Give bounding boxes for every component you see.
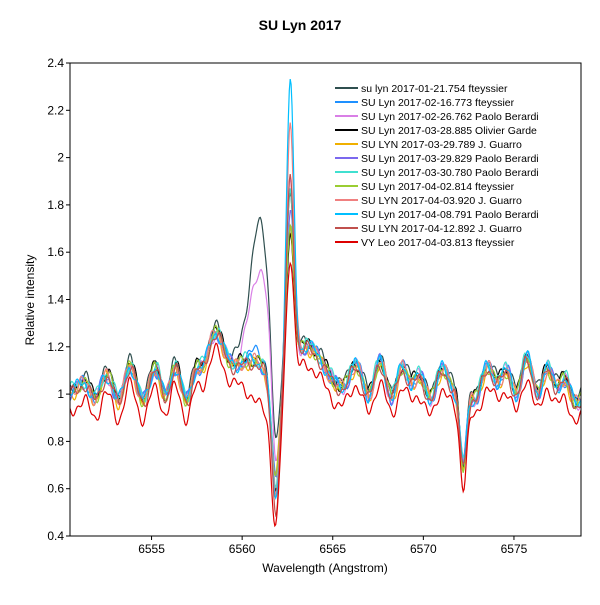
y-tick-label: 1.6 — [47, 245, 64, 259]
legend-label: SU Lyn 2017-04-02.814 fteyssier — [361, 181, 515, 193]
series-line — [69, 261, 582, 528]
y-tick-label: 2.2 — [47, 103, 64, 117]
x-tick-label: 6575 — [501, 542, 528, 556]
y-tick-label: 2 — [57, 151, 64, 165]
x-tick-label: 6565 — [319, 542, 346, 556]
legend-label: SU Lyn 2017-04-08.791 Paolo Berardi — [361, 209, 539, 221]
x-tick-label: 6570 — [410, 542, 437, 556]
y-tick-label: 2.4 — [47, 56, 64, 70]
y-tick-label: 1.8 — [47, 198, 64, 212]
series-line — [69, 225, 582, 478]
y-tick-label: 0.8 — [47, 434, 64, 448]
legend-label: SU Lyn 2017-03-29.829 Paolo Berardi — [361, 153, 539, 165]
x-tick-label: 6555 — [138, 542, 165, 556]
plot-area — [69, 78, 582, 528]
y-tick-label: 1.4 — [47, 293, 64, 307]
legend: su lyn 2017-01-21.754 fteyssier SU Lyn 20… — [335, 83, 539, 249]
legend-label: su lyn 2017-01-21.754 fteyssier — [361, 83, 508, 95]
y-tick-label: 0.4 — [47, 529, 64, 543]
y-tick-label: 1.2 — [47, 340, 64, 354]
legend-label: SU LYN 2017-03-29.789 J. Guarro — [361, 139, 522, 151]
series-line — [69, 192, 582, 469]
legend-label: SU Lyn 2017-02-16.773 fteyssier — [361, 97, 515, 109]
series-line — [69, 122, 582, 498]
series-line — [69, 223, 582, 477]
legend-label: SU LYN 2017-04-03.920 J. Guarro — [361, 195, 522, 207]
chart-title: SU Lyn 2017 — [259, 17, 342, 33]
series-line — [69, 174, 582, 518]
series-line — [69, 226, 582, 476]
y-tick-label: 1 — [57, 387, 64, 401]
y-tick-label: 0.6 — [47, 482, 64, 496]
legend-label: SU Lyn 2017-03-30.780 Paolo Berardi — [361, 167, 539, 179]
x-axis-label: Wavelength (Angstrom) — [262, 561, 388, 575]
y-axis-label: Relative intensity — [23, 255, 37, 346]
legend-label: SU Lyn 2017-03-28.885 Olivier Garde — [361, 125, 537, 137]
series-line — [69, 210, 582, 477]
legend-label: VY Leo 2017-04-03.813 fteyssier — [361, 237, 515, 249]
x-axis: 6555 6560 6565 6570 6575 — [138, 536, 528, 556]
legend-label: SU LYN 2017-04-12.892 J. Guarro — [361, 223, 522, 235]
plot-frame — [69, 62, 582, 537]
x-tick-label: 6560 — [229, 542, 256, 556]
legend-label: SU Lyn 2017-02-26.762 Paolo Berardi — [361, 111, 539, 123]
y-axis: 0.4 0.6 0.8 1 1.2 1.4 1.6 1.8 2 2.2 2.4 — [47, 56, 70, 543]
